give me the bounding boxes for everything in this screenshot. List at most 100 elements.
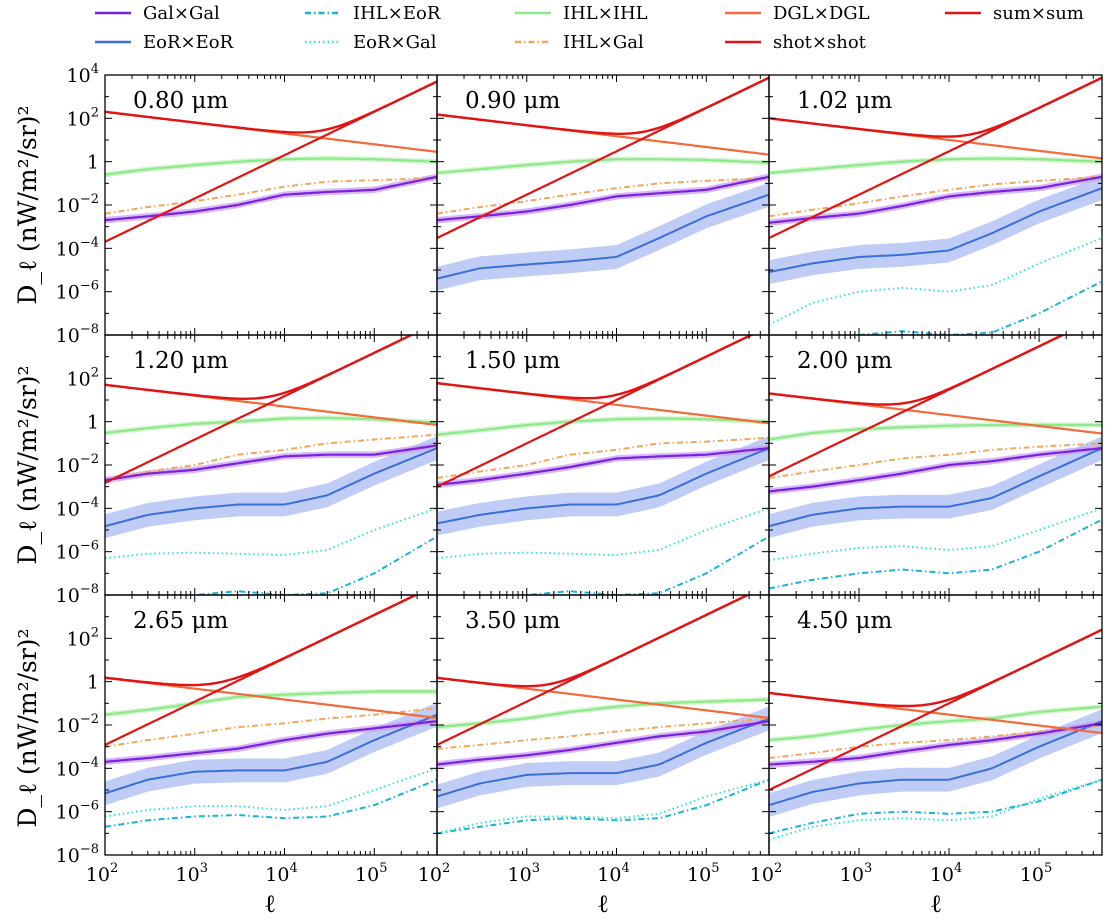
legend-label-eorgal: EoR×Gal (353, 32, 437, 53)
series-ihleor (769, 518, 1102, 590)
band-eoreor (437, 706, 769, 809)
legend-label-sumsum: sum×sum (993, 3, 1084, 24)
panel-label: 2.00 μm (797, 348, 892, 374)
series-ihleor (105, 778, 437, 828)
band-eoreor (437, 182, 769, 291)
x-axis-label: ℓ (597, 889, 609, 918)
series-eoreor (105, 447, 437, 528)
plot-area (437, 335, 769, 595)
panel-label: 3.50 μm (465, 608, 560, 634)
series-eoreor (769, 447, 1102, 528)
series-ihleor (769, 778, 1102, 835)
x-axis-label: ℓ (930, 889, 942, 918)
series-ihlihl (769, 157, 1102, 175)
y-tick-label: 10−2 (56, 452, 99, 477)
series-ihleor (437, 778, 769, 835)
series-galgal (769, 722, 1102, 766)
x-tick-label: 103 (508, 861, 540, 886)
series-sumsum (105, 595, 419, 687)
series-galgal (437, 720, 769, 766)
x-tick-label: 105 (1020, 861, 1052, 886)
series-sumsum (437, 76, 769, 135)
x-tick-label: 105 (687, 861, 719, 886)
x-axis-label: ℓ (264, 889, 276, 918)
panel-label: 2.65 μm (133, 608, 228, 634)
series-ihlgal (769, 175, 1102, 218)
series-ihlihl (105, 157, 437, 176)
panel-6: 10−8 10−6 10−4 10−2 1 102 102 103 104 105 2.65 μm (56, 594, 438, 886)
band-eoreor (105, 702, 437, 806)
y-tick-label: 1 (87, 672, 99, 694)
panel-frame (768, 594, 1103, 856)
legend-label-eoreor: EoR×EoR (143, 32, 234, 53)
panel-7: 102 103 104 105 3.50 μm (418, 594, 770, 886)
y-tick-label: 104 (67, 62, 99, 87)
y-tick-label: 10−8 (56, 322, 99, 347)
y-tick-label: 102 (67, 105, 99, 130)
band-ihlihl (437, 415, 769, 438)
series-eorgal (437, 778, 769, 835)
y-tick-label: 10−6 (56, 799, 99, 824)
series-ihlihl (437, 698, 769, 729)
y-tick-label: 10−4 (56, 235, 99, 260)
panel-3: 10−8 10−6 10−4 10−2 1 102 1.20 μm (56, 334, 438, 607)
series-ihlihl (769, 423, 1102, 441)
x-tick-label: 102 (86, 861, 118, 886)
legend-label-dgldgl: DGL×DGL (773, 3, 870, 24)
band-galgal (769, 720, 1102, 768)
series-ihlihl (105, 690, 437, 716)
series-galgal (769, 175, 1102, 224)
series-galgal (105, 444, 437, 482)
plot-area (437, 595, 769, 835)
series-sumsum (769, 628, 1102, 708)
y-tick-label: 10−6 (56, 279, 99, 304)
series-sumsum (769, 335, 1066, 406)
y-tick-label: 102 (67, 365, 99, 390)
panel-frame (104, 74, 438, 336)
series-sumsum (437, 595, 751, 688)
y-tick-label: 10−4 (56, 755, 99, 780)
series-ihleor (856, 280, 1102, 335)
series-sumsum (437, 335, 754, 400)
x-tick-label: 102 (418, 861, 450, 886)
panel-5: 2.00 μm (768, 334, 1103, 596)
series-galgal (437, 447, 769, 487)
series-eoreor (437, 447, 769, 525)
series-sumsum (105, 80, 437, 134)
series-ihlgal (437, 436, 769, 479)
series-ihlihl (105, 416, 437, 435)
panel-1: 0.90 μm (436, 74, 770, 336)
band-eoreor (769, 709, 1102, 818)
legend-label-galgal: Gal×Gal (143, 3, 220, 24)
band-eoreor (769, 436, 1102, 539)
x-tick-label: 102 (750, 861, 782, 886)
panel-8: 102 103 104 105 4.50 μm (750, 594, 1103, 886)
y-tick-label: 1 (87, 152, 99, 174)
y-tick-label: 1 (87, 412, 99, 434)
series-sumsum (769, 76, 1102, 138)
series-ihlihl (769, 705, 1102, 742)
y-tick-label: 10−8 (56, 582, 99, 607)
plot-area (437, 76, 769, 291)
series-eoreor (437, 193, 769, 280)
y-tick-label: 10−2 (56, 192, 99, 217)
panel-label: 0.90 μm (465, 88, 560, 114)
band-ihlihl (769, 422, 1102, 443)
series-eorgal (105, 767, 437, 818)
legend-label-ihlgal: IHL×Gal (563, 32, 644, 53)
legend-label-ihlihl: IHL×IHL (563, 3, 648, 24)
series-galgal (437, 175, 769, 222)
y-axis-label: D_ℓ (nW/m²/sr)² (13, 365, 42, 564)
series-ihlgal (437, 176, 769, 215)
y-tick-label: 10−6 (56, 539, 99, 564)
legend-label-shotshot: shot×shot (773, 32, 867, 53)
y-axis-label: D_ℓ (nW/m²/sr)² (13, 105, 42, 304)
series-eoreor (769, 187, 1102, 274)
x-tick-label: 105 (355, 861, 387, 886)
y-tick-label: 10−8 (56, 842, 99, 867)
series-ihlgal (769, 442, 1102, 479)
panel-4: 1.50 μm (436, 334, 770, 596)
band-eoreor (437, 436, 769, 536)
series-ihlihl (437, 417, 769, 436)
